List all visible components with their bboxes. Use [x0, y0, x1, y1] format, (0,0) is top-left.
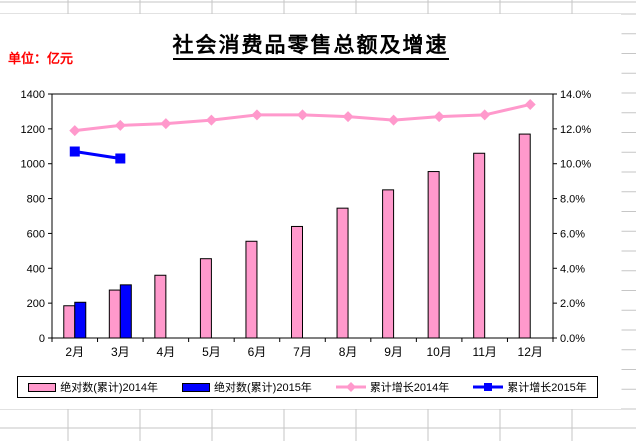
- marker-growth-2014-i4[interactable]: [251, 109, 263, 121]
- bar-abs-2014-i0[interactable]: [63, 305, 76, 339]
- legend-box: 绝对数(累计)2014年 绝对数(累计)2015年 累计增长2014年 累计增长201…: [17, 376, 598, 398]
- right-axis-label: 6.0%: [560, 228, 585, 240]
- line-series-growth-2014[interactable]: [69, 98, 536, 137]
- legend-label-abs-2014: 绝对数(累计)2014年: [60, 382, 159, 394]
- line-path-growth-2015[interactable]: [74, 150, 121, 160]
- bar-abs-2014-i7[interactable]: [382, 189, 395, 339]
- legend-swatch-growth-2014: [335, 382, 366, 392]
- marker-growth-2015-i1[interactable]: [115, 153, 126, 164]
- bar-abs-2014-i6[interactable]: [336, 207, 349, 339]
- left-axis-label: 1000: [21, 159, 45, 171]
- right-axis-label: 10.0%: [560, 159, 591, 171]
- bar-series-abs-2015[interactable]: [74, 284, 132, 339]
- bar-abs-2014-i1[interactable]: [108, 289, 121, 339]
- left-axis-label: 1200: [21, 124, 45, 136]
- left-axis-label: 600: [27, 228, 45, 240]
- right-axis-label: 4.0%: [560, 263, 585, 275]
- bar-abs-2014-i2[interactable]: [154, 274, 167, 339]
- right-axis-label: 8.0%: [560, 194, 585, 206]
- bar-abs-2014-i10[interactable]: [518, 133, 531, 339]
- bar-abs-2014-i8[interactable]: [427, 171, 440, 339]
- marker-growth-2014-i5[interactable]: [297, 109, 308, 121]
- legend-label-growth-2014: 累计增长2014年: [369, 382, 450, 394]
- line-series-growth-2015[interactable]: [69, 146, 126, 164]
- chart-title: 社会消费品零售总额及增速: [0, 29, 621, 60]
- legend-item-growth-2015[interactable]: 累计增长2015年: [473, 379, 587, 395]
- legend-label-growth-2015: 累计增长2015年: [507, 382, 587, 394]
- bar-abs-2015-i1[interactable]: [119, 284, 132, 339]
- unit-label: 单位：亿元: [8, 51, 74, 66]
- legend-diamond-marker-icon: [345, 382, 356, 392]
- bar-abs-2014-i9[interactable]: [473, 152, 486, 339]
- right-axis-label: 12.0%: [560, 124, 591, 136]
- legend-swatch-abs-2014: [28, 382, 57, 392]
- x-axis-label: 9月: [384, 345, 403, 359]
- legend-swatch-growth-2015: [473, 383, 504, 391]
- legend-label-abs-2015: 绝对数(累计)2015年: [214, 382, 312, 394]
- x-axis-label: 10月: [426, 345, 451, 359]
- left-axis-label: 200: [27, 298, 45, 310]
- x-axis-label: 5月: [202, 345, 221, 359]
- legend-item-abs-2014[interactable]: 绝对数(累计)2014年: [28, 379, 158, 395]
- left-axis-label: 400: [27, 263, 45, 275]
- bar-abs-2014-i3[interactable]: [199, 258, 212, 339]
- marker-growth-2014-i6[interactable]: [342, 111, 354, 123]
- x-axis-label: 8月: [339, 345, 358, 359]
- left-axis-label: 1400: [21, 89, 45, 101]
- legend-square-marker-icon: [484, 383, 493, 391]
- bar-abs-2014-i4[interactable]: [245, 240, 258, 339]
- x-axis-label: 4月: [157, 345, 176, 359]
- x-axis-label: 6月: [248, 345, 267, 359]
- marker-growth-2015-i0[interactable]: [69, 146, 80, 157]
- x-axis-label: 7月: [293, 345, 312, 359]
- chart-object[interactable]: 单位：亿元 社会消费品零售总额及增速 0 200 400 600 800 1000 1200…: [0, 14, 621, 409]
- marker-growth-2014-i0[interactable]: [69, 125, 81, 137]
- marker-growth-2014-i10[interactable]: [524, 98, 536, 110]
- x-axis-label: 2月: [65, 345, 84, 359]
- right-axis-label: 14.0%: [560, 89, 591, 101]
- legend-item-abs-2015[interactable]: 绝对数(累计)2015年: [182, 379, 312, 395]
- marker-growth-2014-i9[interactable]: [479, 109, 491, 121]
- marker-growth-2014-i3[interactable]: [205, 114, 217, 126]
- left-axis-label: 800: [27, 194, 45, 206]
- marker-growth-2014-i8[interactable]: [433, 111, 445, 123]
- x-axis-label: 11月: [472, 345, 496, 359]
- marker-growth-2014-i2[interactable]: [160, 118, 172, 130]
- right-axis-label: 0.0%: [560, 333, 585, 345]
- left-axis-label: 0: [39, 333, 45, 345]
- right-axis-label: 2.0%: [560, 298, 585, 310]
- marker-growth-2014-i1[interactable]: [114, 119, 126, 131]
- legend-item-growth-2014[interactable]: 累计增长2014年: [335, 379, 450, 395]
- plot-area: 0 200 400 600 800 1000 1200 1400 0.0% 2.0% 4.0% 6.0…: [21, 89, 592, 359]
- x-axis-label: 12月: [518, 345, 543, 359]
- x-axis-label: 3月: [111, 345, 130, 359]
- bar-abs-2014-i5[interactable]: [291, 225, 303, 339]
- bar-series-abs-2014[interactable]: [63, 133, 531, 339]
- bar-abs-2015-i0[interactable]: [74, 301, 87, 339]
- legend-swatch-abs-2015: [182, 382, 211, 392]
- marker-growth-2014-i7[interactable]: [388, 114, 400, 126]
